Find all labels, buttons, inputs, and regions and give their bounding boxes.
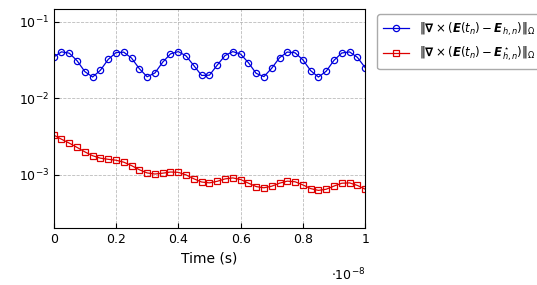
$\|\boldsymbol{\nabla} \times (\boldsymbol{E}(t_n) - \boldsymbol{E}^\star_{h,n})\|_\Omega$: [354, 184, 361, 187]
Line: $\|\boldsymbol{\nabla} \times (\boldsymbol{E}(t_n) - \boldsymbol{E}_{h,n})\|_\Omega$: $\|\boldsymbol{\nabla} \times (\boldsymb…: [50, 48, 368, 80]
$\|\boldsymbol{\nabla} \times (\boldsymbol{E}(t_n) - \boldsymbol{E}_{h,n})\|_\Omega$: [292, 51, 299, 54]
$\|\boldsymbol{\nabla} \times (\boldsymbol{E}(t_n) - \boldsymbol{E}_{h,n})\|_\Omega$: [315, 75, 322, 79]
$\|\boldsymbol{\nabla} \times (\boldsymbol{E}(t_n) - \boldsymbol{E}^\star_{h,n})\|_\Omega$: [253, 185, 259, 188]
$\|\boldsymbol{\nabla} \times (\boldsymbol{E}(t_n) - \boldsymbol{E}^\star_{h,n})\|_\Omega$: [308, 187, 314, 190]
$\|\boldsymbol{\nabla} \times (\boldsymbol{E}(t_n) - \boldsymbol{E}_{h,n})\|_\Omega$: [105, 58, 112, 61]
$\|\boldsymbol{\nabla} \times (\boldsymbol{E}(t_n) - \boldsymbol{E}_{h,n})\|_\Omega$: [144, 75, 150, 78]
$\|\boldsymbol{\nabla} \times (\boldsymbol{E}(t_n) - \boldsymbol{E}_{h,n})\|_\Omega$: [191, 64, 197, 67]
$\|\boldsymbol{\nabla} \times (\boldsymbol{E}(t_n) - \boldsymbol{E}^\star_{h,n})\|_\Omega$: [121, 160, 127, 164]
$\|\boldsymbol{\nabla} \times (\boldsymbol{E}(t_n) - \boldsymbol{E}_{h,n})\|_\Omega$: [346, 50, 353, 54]
$\|\boldsymbol{\nabla} \times (\boldsymbol{E}(t_n) - \boldsymbol{E}^\star_{h,n})\|_\Omega$: [338, 182, 345, 185]
$\|\boldsymbol{\nabla} \times (\boldsymbol{E}(t_n) - \boldsymbol{E}_{h,n})\|_\Omega$: [89, 75, 96, 79]
$\|\boldsymbol{\nabla} \times (\boldsymbol{E}(t_n) - \boldsymbol{E}_{h,n})\|_\Omega$: [183, 54, 190, 58]
$\|\boldsymbol{\nabla} \times (\boldsymbol{E}(t_n) - \boldsymbol{E}_{h,n})\|_\Omega$: [277, 56, 283, 60]
$\|\boldsymbol{\nabla} \times (\boldsymbol{E}(t_n) - \boldsymbol{E}^\star_{h,n})\|_\Omega$: [315, 189, 322, 192]
$\|\boldsymbol{\nabla} \times (\boldsymbol{E}(t_n) - \boldsymbol{E}^\star_{h,n})\|_\Omega$: [277, 182, 283, 185]
$\|\boldsymbol{\nabla} \times (\boldsymbol{E}(t_n) - \boldsymbol{E}^\star_{h,n})\|_\Omega$: [59, 138, 65, 141]
$\|\boldsymbol{\nabla} \times (\boldsymbol{E}(t_n) - \boldsymbol{E}^\star_{h,n})\|_\Omega$: [284, 180, 291, 183]
$\|\boldsymbol{\nabla} \times (\boldsymbol{E}(t_n) - \boldsymbol{E}^\star_{h,n})\|_\Omega$: [128, 164, 135, 167]
$\|\boldsymbol{\nabla} \times (\boldsymbol{E}(t_n) - \boldsymbol{E}^\star_{h,n})\|_\Omega$: [323, 188, 330, 191]
Line: $\|\boldsymbol{\nabla} \times (\boldsymbol{E}(t_n) - \boldsymbol{E}^\star_{h,n})\|_\Omega$: $\|\boldsymbol{\nabla} \times (\boldsymb…: [51, 132, 368, 193]
$\|\boldsymbol{\nabla} \times (\boldsymbol{E}(t_n) - \boldsymbol{E}^\star_{h,n})\|_\Omega$: [50, 133, 57, 137]
$\|\boldsymbol{\nabla} \times (\boldsymbol{E}(t_n) - \boldsymbol{E}_{h,n})\|_\Omega$: [59, 50, 65, 54]
$\|\boldsymbol{\nabla} \times (\boldsymbol{E}(t_n) - \boldsymbol{E}_{h,n})\|_\Omega$: [50, 55, 57, 59]
$\|\boldsymbol{\nabla} \times (\boldsymbol{E}(t_n) - \boldsymbol{E}^\star_{h,n})\|_\Omega$: [175, 171, 182, 174]
$\|\boldsymbol{\nabla} \times (\boldsymbol{E}(t_n) - \boldsymbol{E}_{h,n})\|_\Omega$: [206, 74, 213, 77]
$\|\boldsymbol{\nabla} \times (\boldsymbol{E}(t_n) - \boldsymbol{E}_{h,n})\|_\Omega$: [323, 70, 330, 73]
$\|\boldsymbol{\nabla} \times (\boldsymbol{E}(t_n) - \boldsymbol{E}_{h,n})\|_\Omega$: [300, 58, 306, 62]
Legend: $\|\boldsymbol{\nabla} \times (\boldsymbol{E}(t_n) - \boldsymbol{E}_{h,n})\|_\Om: $\|\boldsymbol{\nabla} \times (\boldsymb…: [378, 15, 537, 69]
$\|\boldsymbol{\nabla} \times (\boldsymbol{E}(t_n) - \boldsymbol{E}^\star_{h,n})\|_\Omega$: [105, 158, 112, 161]
$\|\boldsymbol{\nabla} \times (\boldsymbol{E}(t_n) - \boldsymbol{E}^\star_{h,n})\|_\Omega$: [362, 188, 368, 191]
$\|\boldsymbol{\nabla} \times (\boldsymbol{E}(t_n) - \boldsymbol{E}_{h,n})\|_\Omega$: [168, 52, 174, 56]
$\|\boldsymbol{\nabla} \times (\boldsymbol{E}(t_n) - \boldsymbol{E}_{h,n})\|_\Omega$: [159, 60, 166, 64]
$\|\boldsymbol{\nabla} \times (\boldsymbol{E}(t_n) - \boldsymbol{E}^\star_{h,n})\|_\Omega$: [152, 172, 158, 176]
$\|\boldsymbol{\nabla} \times (\boldsymbol{E}(t_n) - \boldsymbol{E}^\star_{h,n})\|_\Omega$: [237, 178, 244, 181]
$\|\boldsymbol{\nabla} \times (\boldsymbol{E}(t_n) - \boldsymbol{E}^\star_{h,n})\|_\Omega$: [331, 184, 337, 188]
$\|\boldsymbol{\nabla} \times (\boldsymbol{E}(t_n) - \boldsymbol{E}^\star_{h,n})\|_\Omega$: [183, 173, 190, 177]
$\|\boldsymbol{\nabla} \times (\boldsymbol{E}(t_n) - \boldsymbol{E}_{h,n})\|_\Omega$: [113, 51, 119, 54]
$\|\boldsymbol{\nabla} \times (\boldsymbol{E}(t_n) - \boldsymbol{E}_{h,n})\|_\Omega$: [214, 64, 221, 67]
$\|\boldsymbol{\nabla} \times (\boldsymbol{E}(t_n) - \boldsymbol{E}_{h,n})\|_\Omega$: [121, 50, 127, 54]
$\|\boldsymbol{\nabla} \times (\boldsymbol{E}(t_n) - \boldsymbol{E}_{h,n})\|_\Omega$: [237, 52, 244, 56]
$\|\boldsymbol{\nabla} \times (\boldsymbol{E}(t_n) - \boldsymbol{E}^\star_{h,n})\|_\Omega$: [113, 158, 119, 162]
$\|\boldsymbol{\nabla} \times (\boldsymbol{E}(t_n) - \boldsymbol{E}^\star_{h,n})\|_\Omega$: [74, 146, 81, 149]
$\|\boldsymbol{\nabla} \times (\boldsymbol{E}(t_n) - \boldsymbol{E}_{h,n})\|_\Omega$: [136, 67, 143, 70]
$\|\boldsymbol{\nabla} \times (\boldsymbol{E}(t_n) - \boldsymbol{E}_{h,n})\|_\Omega$: [362, 66, 368, 69]
$\|\boldsymbol{\nabla} \times (\boldsymbol{E}(t_n) - \boldsymbol{E}_{h,n})\|_\Omega$: [268, 66, 275, 70]
$\|\boldsymbol{\nabla} \times (\boldsymbol{E}(t_n) - \boldsymbol{E}_{h,n})\|_\Omega$: [128, 56, 135, 60]
$\|\boldsymbol{\nabla} \times (\boldsymbol{E}(t_n) - \boldsymbol{E}^\star_{h,n})\|_\Omega$: [261, 186, 267, 190]
$\|\boldsymbol{\nabla} \times (\boldsymbol{E}(t_n) - \boldsymbol{E}^\star_{h,n})\|_\Omega$: [268, 184, 275, 188]
$\|\boldsymbol{\nabla} \times (\boldsymbol{E}(t_n) - \boldsymbol{E}^\star_{h,n})\|_\Omega$: [191, 177, 197, 180]
$\|\boldsymbol{\nabla} \times (\boldsymbol{E}(t_n) - \boldsymbol{E}^\star_{h,n})\|_\Omega$: [66, 141, 72, 145]
$\|\boldsymbol{\nabla} \times (\boldsymbol{E}(t_n) - \boldsymbol{E}^\star_{h,n})\|_\Omega$: [346, 181, 353, 185]
$\|\boldsymbol{\nabla} \times (\boldsymbol{E}(t_n) - \boldsymbol{E}_{h,n})\|_\Omega$: [354, 56, 361, 59]
$\|\boldsymbol{\nabla} \times (\boldsymbol{E}(t_n) - \boldsymbol{E}_{h,n})\|_\Omega$: [199, 74, 205, 77]
Text: $\cdot10^{-8}$: $\cdot10^{-8}$: [331, 267, 365, 284]
$\|\boldsymbol{\nabla} \times (\boldsymbol{E}(t_n) - \boldsymbol{E}_{h,n})\|_\Omega$: [338, 51, 345, 55]
$\|\boldsymbol{\nabla} \times (\boldsymbol{E}(t_n) - \boldsymbol{E}^\star_{h,n})\|_\Omega$: [144, 171, 150, 175]
$\|\boldsymbol{\nabla} \times (\boldsymbol{E}(t_n) - \boldsymbol{E}^\star_{h,n})\|_\Omega$: [292, 180, 299, 184]
$\|\boldsymbol{\nabla} \times (\boldsymbol{E}(t_n) - \boldsymbol{E}_{h,n})\|_\Omega$: [331, 59, 337, 62]
$\|\boldsymbol{\nabla} \times (\boldsymbol{E}(t_n) - \boldsymbol{E}_{h,n})\|_\Omega$: [284, 50, 291, 54]
$\|\boldsymbol{\nabla} \times (\boldsymbol{E}(t_n) - \boldsymbol{E}^\star_{h,n})\|_\Omega$: [206, 181, 213, 185]
X-axis label: Time (s): Time (s): [182, 251, 237, 265]
$\|\boldsymbol{\nabla} \times (\boldsymbol{E}(t_n) - \boldsymbol{E}^\star_{h,n})\|_\Omega$: [82, 150, 88, 154]
$\|\boldsymbol{\nabla} \times (\boldsymbol{E}(t_n) - \boldsymbol{E}_{h,n})\|_\Omega$: [253, 72, 259, 75]
$\|\boldsymbol{\nabla} \times (\boldsymbol{E}(t_n) - \boldsymbol{E}_{h,n})\|_\Omega$: [152, 71, 158, 75]
$\|\boldsymbol{\nabla} \times (\boldsymbol{E}(t_n) - \boldsymbol{E}^\star_{h,n})\|_\Omega$: [199, 180, 205, 184]
$\|\boldsymbol{\nabla} \times (\boldsymbol{E}(t_n) - \boldsymbol{E}_{h,n})\|_\Omega$: [261, 75, 267, 78]
$\|\boldsymbol{\nabla} \times (\boldsymbol{E}(t_n) - \boldsymbol{E}_{h,n})\|_\Omega$: [97, 68, 104, 72]
$\|\boldsymbol{\nabla} \times (\boldsymbol{E}(t_n) - \boldsymbol{E}^\star_{h,n})\|_\Omega$: [159, 172, 166, 175]
$\|\boldsymbol{\nabla} \times (\boldsymbol{E}(t_n) - \boldsymbol{E}^\star_{h,n})\|_\Omega$: [300, 183, 306, 187]
$\|\boldsymbol{\nabla} \times (\boldsymbol{E}(t_n) - \boldsymbol{E}^\star_{h,n})\|_\Omega$: [230, 176, 236, 180]
$\|\boldsymbol{\nabla} \times (\boldsymbol{E}(t_n) - \boldsymbol{E}^\star_{h,n})\|_\Omega$: [136, 168, 143, 172]
$\|\boldsymbol{\nabla} \times (\boldsymbol{E}(t_n) - \boldsymbol{E}_{h,n})\|_\Omega$: [222, 54, 228, 57]
$\|\boldsymbol{\nabla} \times (\boldsymbol{E}(t_n) - \boldsymbol{E}^\star_{h,n})\|_\Omega$: [168, 170, 174, 174]
$\|\boldsymbol{\nabla} \times (\boldsymbol{E}(t_n) - \boldsymbol{E}_{h,n})\|_\Omega$: [175, 50, 182, 53]
$\|\boldsymbol{\nabla} \times (\boldsymbol{E}(t_n) - \boldsymbol{E}_{h,n})\|_\Omega$: [308, 69, 314, 72]
$\|\boldsymbol{\nabla} \times (\boldsymbol{E}(t_n) - \boldsymbol{E}_{h,n})\|_\Omega$: [245, 61, 252, 64]
$\|\boldsymbol{\nabla} \times (\boldsymbol{E}(t_n) - \boldsymbol{E}^\star_{h,n})\|_\Omega$: [89, 154, 96, 157]
$\|\boldsymbol{\nabla} \times (\boldsymbol{E}(t_n) - \boldsymbol{E}_{h,n})\|_\Omega$: [82, 70, 88, 73]
$\|\boldsymbol{\nabla} \times (\boldsymbol{E}(t_n) - \boldsymbol{E}_{h,n})\|_\Omega$: [66, 52, 72, 55]
$\|\boldsymbol{\nabla} \times (\boldsymbol{E}(t_n) - \boldsymbol{E}^\star_{h,n})\|_\Omega$: [97, 156, 104, 160]
$\|\boldsymbol{\nabla} \times (\boldsymbol{E}(t_n) - \boldsymbol{E}^\star_{h,n})\|_\Omega$: [245, 181, 252, 185]
$\|\boldsymbol{\nabla} \times (\boldsymbol{E}(t_n) - \boldsymbol{E}_{h,n})\|_\Omega$: [230, 50, 236, 53]
$\|\boldsymbol{\nabla} \times (\boldsymbol{E}(t_n) - \boldsymbol{E}^\star_{h,n})\|_\Omega$: [222, 177, 228, 181]
$\|\boldsymbol{\nabla} \times (\boldsymbol{E}(t_n) - \boldsymbol{E}_{h,n})\|_\Omega$: [74, 59, 81, 62]
$\|\boldsymbol{\nabla} \times (\boldsymbol{E}(t_n) - \boldsymbol{E}^\star_{h,n})\|_\Omega$: [214, 180, 221, 183]
